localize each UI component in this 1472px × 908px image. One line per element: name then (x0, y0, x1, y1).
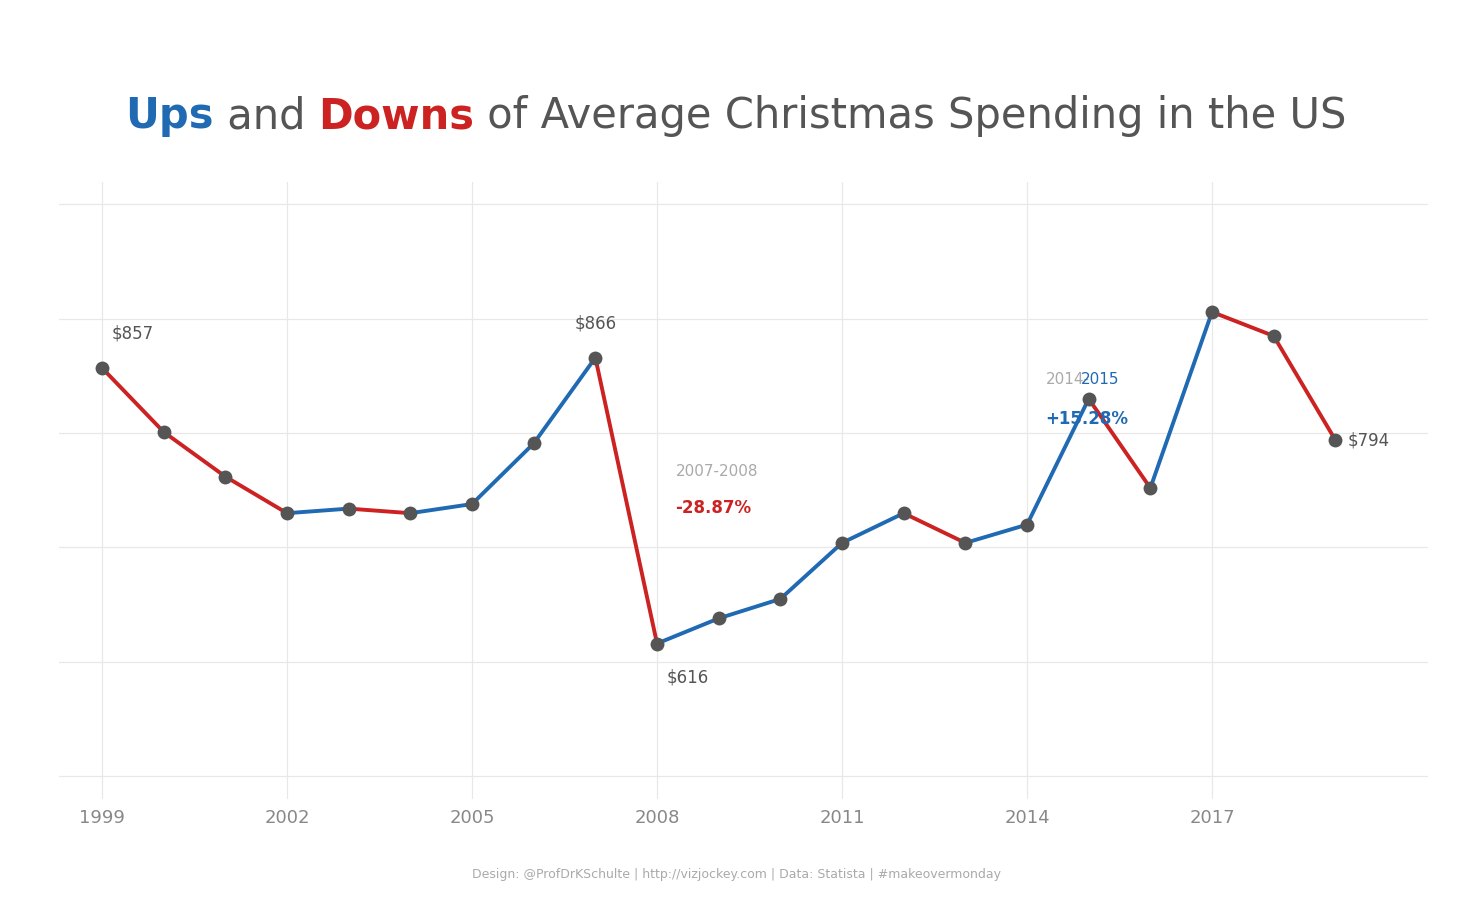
Point (768, 592, 792, 607)
Text: Ups: Ups (125, 95, 213, 137)
Text: and: and (213, 95, 318, 137)
Text: Downs: Downs (318, 95, 474, 137)
Text: $857: $857 (112, 325, 153, 343)
Point (1323, 433, 1347, 448)
Text: $616: $616 (667, 668, 708, 686)
Point (645, 637, 668, 651)
Point (1138, 480, 1161, 495)
Text: $794: $794 (1348, 431, 1390, 449)
Point (90, 360, 113, 375)
Point (152, 425, 175, 439)
Point (461, 497, 484, 511)
Text: 2007-2008: 2007-2008 (676, 464, 758, 479)
Text: +15.28%: +15.28% (1045, 410, 1129, 429)
Point (707, 611, 730, 626)
Point (583, 350, 606, 365)
Point (337, 501, 361, 516)
Point (954, 536, 977, 550)
Point (523, 436, 546, 450)
Point (830, 536, 854, 550)
Text: $866: $866 (574, 314, 617, 332)
Text: 2015: 2015 (1082, 372, 1120, 388)
Point (1016, 518, 1039, 532)
Text: Design: @ProfDrKSchulte | http://vizjockey.com | Data: Statista | #makeovermonda: Design: @ProfDrKSchulte | http://vizjock… (471, 868, 1001, 881)
Point (275, 506, 299, 520)
Point (1262, 329, 1285, 343)
Text: 2014-: 2014- (1045, 372, 1089, 388)
Text: of Average Christmas Spending in the US: of Average Christmas Spending in the US (474, 95, 1347, 137)
Text: -28.87%: -28.87% (676, 499, 752, 518)
Point (892, 506, 916, 520)
Point (399, 506, 422, 520)
Point (1078, 391, 1101, 406)
Point (213, 469, 237, 484)
Point (1200, 305, 1223, 320)
